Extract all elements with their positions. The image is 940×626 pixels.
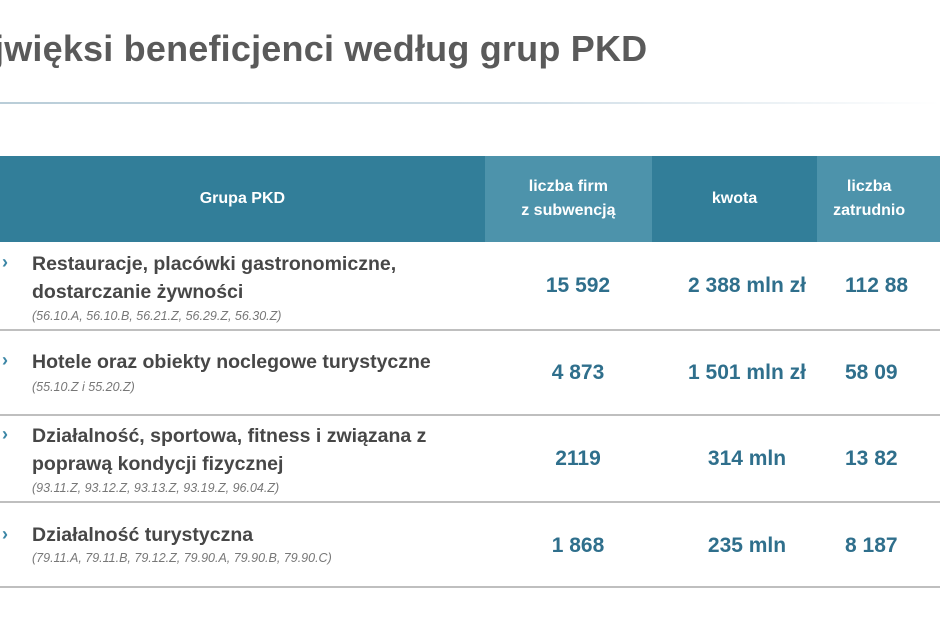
row-divider bbox=[0, 586, 940, 588]
cell-firms: 4 873 bbox=[551, 361, 605, 384]
row-codes: (93.11.Z, 93.12.Z, 93.13.Z, 93.19.Z, 96.… bbox=[32, 481, 280, 495]
cell-amount: 1 501 mln zł bbox=[688, 361, 806, 384]
column-header-employment: liczba zatrudnio bbox=[817, 156, 940, 242]
row-name: Działalność, sportowa, fitness i związan… bbox=[32, 425, 427, 475]
chevron-right-icon: › bbox=[2, 524, 8, 544]
chevron-right-icon: › bbox=[2, 424, 8, 444]
row-codes: (55.10.Z i 55.20.Z) bbox=[32, 380, 135, 394]
chevron-right-icon: › bbox=[2, 350, 8, 370]
cell-firms: 1 868 bbox=[551, 534, 605, 557]
row-name: Działalność turystyczna bbox=[32, 524, 254, 546]
cell-employment: 112 88 bbox=[845, 274, 909, 297]
chevron-right-icon: › bbox=[2, 252, 8, 272]
cell-firms: 2119 bbox=[555, 447, 601, 470]
cell-employment: 8 187 bbox=[845, 534, 898, 557]
cell-employment: 58 09 bbox=[845, 361, 898, 384]
cell-employment: 13 82 bbox=[845, 447, 898, 470]
column-header-employment-label: liczba zatrudnio bbox=[833, 178, 906, 219]
column-header-amount-label: kwota bbox=[711, 190, 758, 207]
row-codes: (56.10.A, 56.10.B, 56.21.Z, 56.29.Z, 56.… bbox=[32, 309, 282, 323]
column-header-firms-label: liczba firm z subwencją bbox=[521, 178, 616, 219]
table-header: Grupa PKD liczba firm z subwencją kwota … bbox=[0, 156, 940, 242]
row-codes: (79.11.A, 79.11.B, 79.12.Z, 79.90.A, 79.… bbox=[32, 551, 332, 565]
cell-amount: 2 388 mln zł bbox=[688, 274, 806, 297]
cell-amount: 235 mln bbox=[707, 534, 787, 557]
column-header-amount: kwota bbox=[651, 156, 818, 242]
column-header-firms: liczba firm z subwencją bbox=[484, 156, 652, 242]
row-name: Restauracje, placówki gastronomiczne, do… bbox=[32, 253, 397, 303]
column-header-group: Grupa PKD bbox=[0, 156, 485, 242]
cell-amount: 314 mln bbox=[707, 447, 787, 470]
row-divider bbox=[0, 414, 940, 416]
row-divider bbox=[0, 501, 940, 503]
row-divider bbox=[0, 329, 940, 331]
row-name: Hotele oraz obiekty noclegowe turystyczn… bbox=[32, 351, 431, 373]
cell-firms: 15 592 bbox=[545, 274, 611, 297]
page-title: jwięksi beneficjenci według grup PKD bbox=[0, 28, 648, 69]
column-header-group-label: Grupa PKD bbox=[199, 190, 286, 207]
title-divider bbox=[0, 102, 940, 104]
